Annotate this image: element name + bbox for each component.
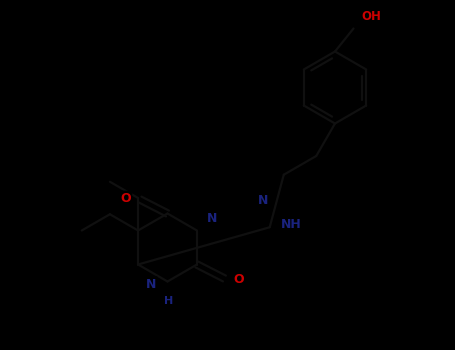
Text: OH: OH [361, 10, 381, 23]
Text: O: O [233, 273, 244, 286]
Text: O: O [121, 192, 131, 205]
Text: H: H [164, 295, 173, 306]
Text: N: N [146, 278, 157, 290]
Text: N: N [207, 212, 217, 225]
Text: NH: NH [281, 218, 302, 231]
Text: N: N [258, 194, 268, 207]
